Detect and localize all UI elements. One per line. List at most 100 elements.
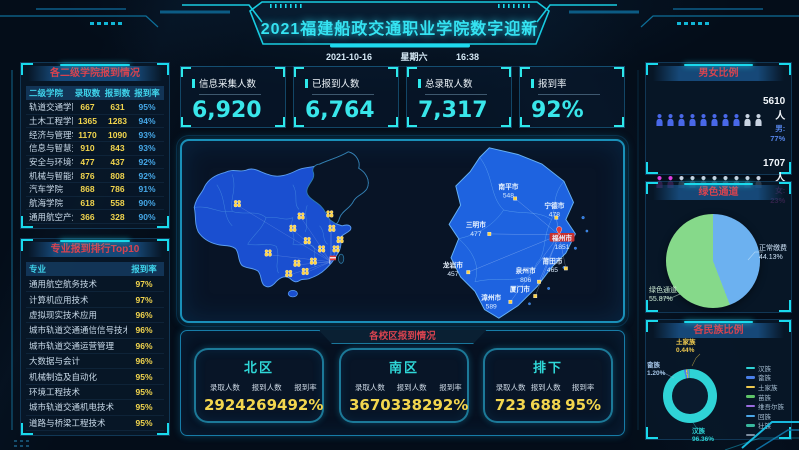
- major-row: 大数据与会计 96%: [26, 354, 164, 370]
- college-row: 经济与管理学院 1170 1090 93%: [26, 128, 164, 143]
- campus-stat-label: 录取人数: [354, 383, 385, 392]
- destination-flag-icon: [329, 255, 336, 264]
- college-row: 安全与环境学院 477 437 92%: [26, 156, 164, 170]
- campus-stat-value: 723: [494, 396, 527, 414]
- major-row: 城市轨道交通运营管理 96%: [26, 339, 164, 355]
- college-row: 航海学院 618 558 90%: [26, 197, 164, 211]
- campus-stat-value: 688: [530, 396, 562, 414]
- stat-value: 92%: [531, 98, 584, 123]
- college-row-cell: 91%: [138, 184, 156, 195]
- campus-stat-label: 报到人数: [396, 383, 427, 392]
- svg-text:457: 457: [447, 271, 458, 278]
- stat-value: 6,920: [192, 98, 262, 123]
- legend-color-dash: [746, 366, 755, 370]
- male-count: 5610人: [763, 96, 786, 122]
- svg-text:589: 589: [486, 304, 497, 311]
- major-row: 道路与桥梁工程技术 95%: [26, 416, 164, 432]
- header-decoration: [0, 1, 799, 48]
- svg-text:548: 548: [503, 193, 514, 200]
- college-row-cell: 93%: [138, 143, 156, 154]
- legend-label: 汉族: [758, 365, 771, 373]
- col-header: 录取数: [74, 88, 101, 98]
- legend-item[interactable]: 土家族: [746, 382, 784, 392]
- male-icons: [655, 113, 763, 127]
- city-marker: 漳州市 589: [481, 293, 513, 311]
- legend-label: 土家族: [758, 384, 778, 392]
- campus-stat-label: 报到率: [571, 383, 595, 392]
- major-row-cell: 虚拟现实技术应用: [29, 310, 98, 321]
- campus-card-paixia: 排下 录取人数 723 报到人数 688 报到率 95%: [483, 348, 613, 423]
- coastal-islands: [528, 216, 589, 306]
- campus-stat-label: 报到人数: [251, 383, 282, 392]
- college-row-cell: 437: [110, 157, 125, 168]
- college-row-cell: 1170: [78, 129, 97, 140]
- legend-color-dash: [746, 424, 755, 427]
- majors-table-header: 专业 报到率: [26, 262, 164, 276]
- stat-value: 7,317: [418, 98, 488, 123]
- pie-label-normal: 正常缴费 44.13%: [759, 245, 787, 261]
- legend-item[interactable]: 畲族: [746, 373, 784, 383]
- legend-item[interactable]: 壮族: [746, 421, 784, 430]
- campus-name: 排下: [532, 360, 563, 375]
- colleges-table-body: 轨道交通学院 667 631 95% 土木工程学院 1365 1283 94% 经济与管理学院 1…: [26, 101, 164, 225]
- male-person-icon: [755, 113, 762, 126]
- legend-item[interactable]: 维吾尔族: [746, 401, 784, 411]
- majors-table-body: 通用航空航务技术 97% 计算机应用技术 97% 虚拟现实技术应用 96% 城市轨道交通通信…: [26, 277, 164, 432]
- city-flow-lines: [468, 198, 567, 303]
- major-row-cell: 城市轨道交通通信信号技术: [29, 325, 127, 336]
- major-row: 环境工程技术 95%: [26, 385, 164, 401]
- campus-stat-label: 录取人数: [209, 383, 240, 392]
- ethnic-legend: 汉族畲族 土家族 苗族 维吾尔族 回族 壮族: [746, 363, 784, 440]
- colleges-panel-title: 各二级学院报到情况: [28, 64, 162, 81]
- col-header: 二级学院: [29, 88, 64, 98]
- city-marker: 三明市 477: [466, 220, 492, 238]
- majors-panel-title: 专业报到排行Top10: [28, 240, 162, 257]
- college-row-cell: 1365: [78, 116, 97, 126]
- major-row-cell: 城市轨道交通运营管理: [29, 340, 115, 351]
- major-row: 城市轨道交通机电技术 95%: [26, 400, 164, 416]
- svg-text:龙岩市: 龙岩市: [442, 260, 463, 269]
- campus-stat-value: 2694: [245, 396, 288, 414]
- city-marker: 宁德市 478: [544, 201, 565, 220]
- col-header: 报到率: [134, 88, 160, 98]
- legend-item[interactable]: 汉族: [746, 363, 784, 373]
- campus-name: 南区: [388, 360, 419, 375]
- major-row: 通用航空航务技术 97%: [26, 277, 164, 293]
- col-header: 报到数: [104, 88, 131, 98]
- college-row-cell: 631: [110, 102, 125, 113]
- campus-stat-value: 3670: [349, 396, 391, 414]
- svg-text:宁德市: 宁德市: [544, 201, 564, 210]
- college-row-cell: 通用航空产业学院: [29, 211, 73, 222]
- svg-text:南平市: 南平市: [498, 182, 518, 191]
- major-row-cell: 道路与桥梁工程技术: [29, 417, 106, 428]
- svg-text:465: 465: [547, 267, 558, 274]
- college-row-cell: 90%: [138, 198, 156, 209]
- gender-panel-title: 男女比例: [653, 64, 784, 81]
- divider: [312, 94, 374, 95]
- legend-item[interactable]: 回族: [746, 411, 784, 421]
- stat-label: 总录取人数: [418, 76, 511, 90]
- campus-stat-value: 92%: [287, 396, 324, 414]
- page-title: 2021福建船政交通职业学院数字迎新: [260, 21, 539, 38]
- date-text: 2021-10-16: [325, 52, 372, 62]
- college-row-cell: 92%: [138, 157, 156, 168]
- legend-label: 畲族: [758, 375, 771, 383]
- male-person-icon: [711, 113, 718, 126]
- green-pie-chart: 正常缴费 44.13% 绿色通道 55.87%: [646, 200, 791, 312]
- campus-stat-label: 报到人数: [530, 383, 561, 392]
- major-row-cell: 大数据与会计: [29, 356, 81, 367]
- datetime-bar: 2021-10-16 星期六 16:38: [180, 50, 625, 67]
- legend-item[interactable]: [746, 430, 784, 440]
- college-row: 土木工程学院 1365 1283 94%: [26, 115, 164, 129]
- majors-panel: 专业报到排行Top10 专业 报到率 通用航空航务技术 97% 计算机应用技术 97%…: [20, 238, 170, 436]
- male-percent: 男: 77%: [770, 124, 786, 143]
- ethnic-panel-title: 各民族比例: [653, 321, 784, 338]
- campus-panel-title: 各校区报到情况: [318, 330, 487, 344]
- campus-stat-value: 92%: [432, 396, 469, 414]
- legend-item[interactable]: 苗族: [746, 392, 784, 402]
- college-row-cell: 868: [80, 184, 95, 195]
- major-row-cell: 96%: [135, 325, 153, 336]
